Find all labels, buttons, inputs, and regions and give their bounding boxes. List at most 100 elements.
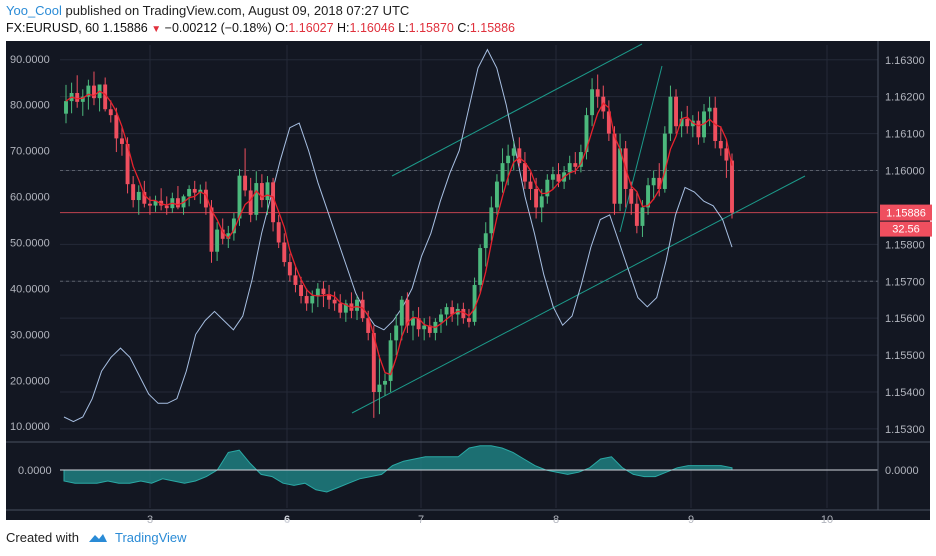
- candle-body: [75, 92, 80, 102]
- footer: Created with TradingView: [6, 530, 187, 545]
- right-tick-label: 1.15300: [885, 424, 925, 436]
- right-tick-label: 1.15800: [885, 239, 925, 251]
- x-tick-label: 7: [418, 514, 424, 526]
- right-tick-label: 1.15500: [885, 350, 925, 362]
- osc-value-tag-text: 32.56: [892, 224, 920, 236]
- candle-body: [388, 340, 393, 381]
- right-tick-label: 1.16200: [885, 92, 925, 104]
- channel-line-0: [391, 43, 643, 177]
- low-value: 1.15870: [408, 21, 454, 35]
- candle-body: [707, 107, 712, 112]
- candle-body: [108, 109, 113, 116]
- candle-body: [399, 299, 404, 326]
- candle-body: [629, 188, 634, 204]
- candle-body: [450, 307, 455, 315]
- candle-body: [64, 101, 68, 114]
- oscillator-line: [63, 48, 733, 423]
- x-tick-label: 6: [284, 514, 290, 526]
- left-tick-label: 80.0000: [10, 100, 50, 112]
- candle-body: [578, 152, 583, 167]
- candle-body: [338, 303, 343, 313]
- candle-body: [192, 188, 197, 193]
- right-tick-label: 1.15600: [885, 313, 925, 325]
- candle-body: [92, 85, 96, 99]
- candle-body: [696, 120, 701, 138]
- left-tick-label: 90.0000: [10, 54, 50, 66]
- left-tick-label: 50.0000: [10, 238, 50, 250]
- candle-body: [332, 299, 337, 304]
- candle-body: [511, 148, 516, 156]
- candle-body: [231, 218, 236, 234]
- candle-body: [343, 303, 348, 313]
- candle-body: [483, 233, 488, 249]
- candle-body: [461, 308, 466, 319]
- candle-body: [271, 182, 276, 223]
- candle-body: [416, 318, 421, 330]
- candle-body: [265, 182, 270, 201]
- candle-body: [618, 148, 623, 204]
- candle-body: [136, 191, 141, 201]
- candle-body: [282, 242, 287, 263]
- x-tick-label: 10: [821, 514, 833, 526]
- candle-body: [500, 163, 505, 182]
- candle-body: [545, 179, 550, 197]
- candle-body: [86, 85, 91, 97]
- created-with-text: Created with: [6, 530, 79, 545]
- candle-body: [494, 181, 499, 208]
- close-label: C:: [457, 21, 470, 35]
- candle-body: [556, 174, 561, 182]
- last-price: 1.15886: [102, 21, 148, 35]
- candle-body: [220, 229, 225, 239]
- price-tags: 1.15886 32.56: [880, 204, 932, 237]
- open-value: 1.16027: [288, 21, 334, 35]
- high-label: H:: [337, 21, 350, 35]
- candle-body: [590, 89, 595, 116]
- hist-right-zero-label: 0.0000: [885, 465, 919, 477]
- candle-body: [120, 138, 124, 144]
- candle-body: [724, 148, 729, 161]
- candle-body: [472, 284, 477, 322]
- right-tick-label: 1.15400: [885, 387, 925, 399]
- candle-body: [612, 133, 617, 204]
- candle-body: [567, 163, 572, 173]
- candle-body: [685, 118, 690, 127]
- high-value: 1.16046: [349, 21, 395, 35]
- candle-body: [153, 200, 158, 206]
- candle-body: [657, 177, 662, 189]
- tradingview-brand-link[interactable]: TradingView: [114, 530, 187, 545]
- candle-body: [405, 299, 410, 326]
- candle-body: [573, 163, 578, 167]
- candle-body: [175, 198, 180, 208]
- axes: 90.000080.000070.000060.000050.000040.00…: [6, 41, 930, 526]
- candle-body: [125, 143, 130, 185]
- candle-body: [383, 380, 387, 385]
- candle-body: [411, 318, 415, 326]
- horizontal-lines: [60, 170, 878, 282]
- symbol-line: FX:EURUSD, 60 1.15886 ▼ −0.00212 (−0.18%…: [6, 21, 515, 35]
- candle-body: [293, 275, 298, 285]
- x-tick-label: 8: [553, 514, 559, 526]
- candle-body: [427, 325, 432, 333]
- candle-body: [254, 183, 259, 215]
- histogram-area: [63, 445, 733, 493]
- candle-body: [237, 175, 242, 219]
- tradingview-logo-icon: [88, 533, 107, 542]
- close-value: 1.15886: [469, 21, 515, 35]
- candle-body: [651, 177, 656, 186]
- candle-body: [466, 318, 471, 322]
- channel-line-2: [619, 65, 663, 233]
- candle-body: [506, 155, 511, 164]
- change-value: −0.00212 (−0.18%): [164, 21, 272, 35]
- left-tick-label: 30.0000: [10, 329, 50, 341]
- candle-body: [444, 307, 449, 315]
- candle-body: [315, 288, 320, 297]
- candle-body: [730, 160, 734, 213]
- candle-body: [371, 332, 376, 393]
- left-tick-label: 60.0000: [10, 192, 50, 204]
- last-price-tag-text: 1.15886: [886, 208, 926, 220]
- candle-body: [522, 163, 527, 182]
- hist-left-zero-label: 0.0000: [18, 465, 52, 477]
- right-tick-label: 1.16100: [885, 129, 925, 141]
- author-link[interactable]: Yoo_Cool: [6, 3, 62, 18]
